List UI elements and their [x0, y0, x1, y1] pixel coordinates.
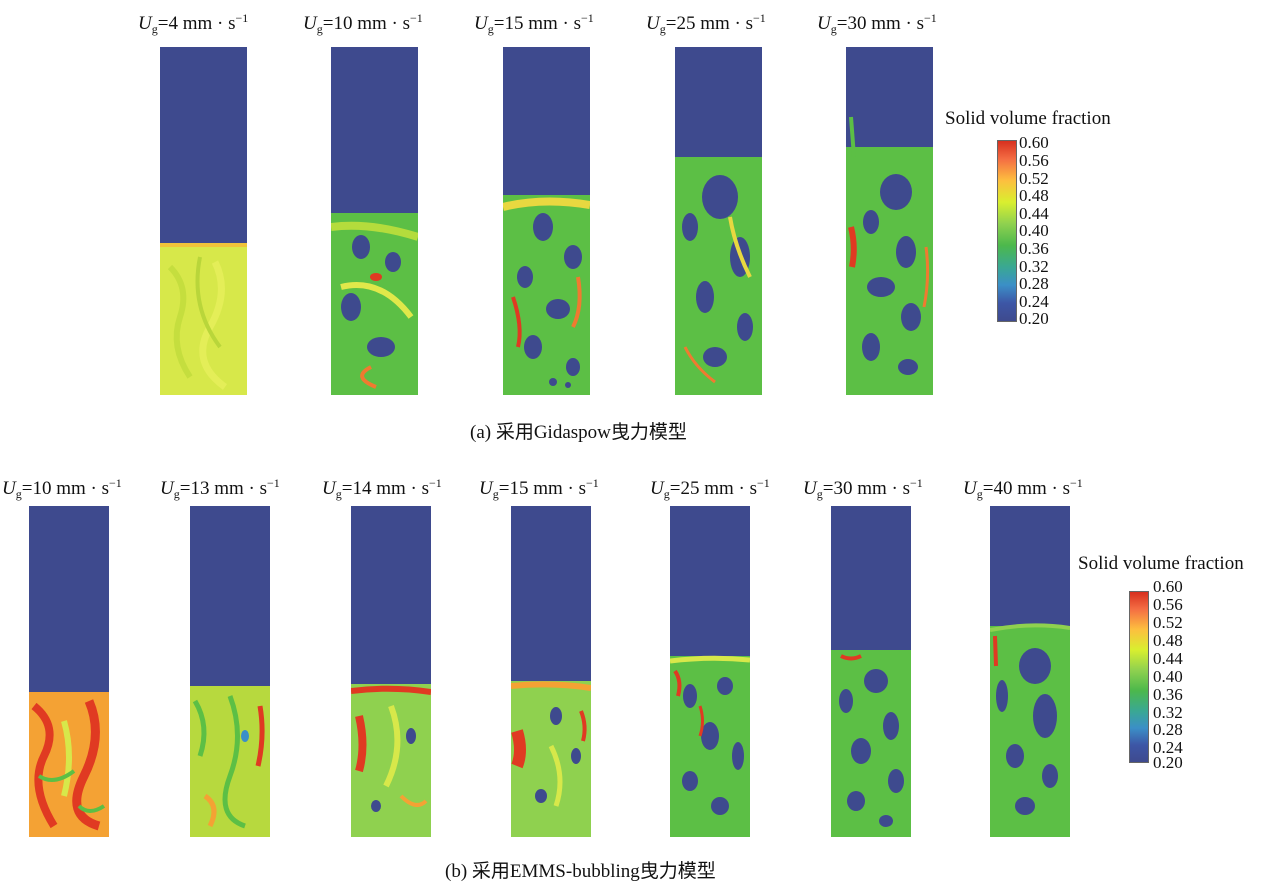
- colorbar-tick: 0.24: [1153, 738, 1183, 757]
- colorbar-tick: 0.60: [1019, 133, 1049, 152]
- colorbar-tick: 0.28: [1019, 274, 1049, 293]
- contour-column-b-5: [670, 506, 750, 837]
- colorbar-tick: 0.44: [1153, 649, 1183, 668]
- colorbar-tick: 0.36: [1019, 239, 1049, 258]
- ug-label-b-2: Ug=13 mm · s−1: [160, 476, 280, 501]
- ug-label-b-4: Ug=15 mm · s−1: [479, 476, 599, 501]
- colorbar-tick: 0.60: [1153, 577, 1183, 596]
- ug-label-a-5: Ug=30 mm · s−1: [817, 11, 937, 36]
- colorbar-b: [1129, 591, 1149, 763]
- contour-column-a-3: [503, 47, 590, 395]
- contour-column-b-6: [831, 506, 911, 837]
- ug-label-b-7: Ug=40 mm · s−1: [963, 476, 1083, 501]
- ug-label-a-1: Ug=4 mm · s−1: [138, 11, 249, 36]
- contour-column-b-1: [29, 506, 109, 837]
- contour-column-a-2: [331, 47, 418, 395]
- colorbar-tick: 0.48: [1019, 186, 1049, 205]
- colorbar-tick: 0.56: [1153, 595, 1183, 614]
- colorbar-tick: 0.44: [1019, 204, 1049, 223]
- contour-column-b-7: [990, 506, 1070, 837]
- colorbar-title-a: Solid volume fraction: [945, 108, 1111, 129]
- contour-column-b-3: [351, 506, 431, 837]
- colorbar-tick: 0.52: [1153, 613, 1183, 632]
- colorbar-tick: 0.28: [1153, 720, 1183, 739]
- colorbar-tick: 0.32: [1019, 257, 1049, 276]
- contour-column-b-4: [511, 506, 591, 837]
- colorbar-tick: 0.52: [1019, 169, 1049, 188]
- colorbar-tick: 0.32: [1153, 703, 1183, 722]
- contour-column-a-4: [675, 47, 762, 395]
- colorbar-tick: 0.56: [1019, 151, 1049, 170]
- ug-label-a-2: Ug=10 mm · s−1: [303, 11, 423, 36]
- contour-column-a-5: [846, 47, 933, 395]
- colorbar-title-b: Solid volume fraction: [1078, 553, 1244, 574]
- colorbar-tick: 0.20: [1019, 309, 1049, 328]
- caption-b: (b) 采用EMMS-bubbling曳力模型: [445, 861, 716, 882]
- ug-label-a-3: Ug=15 mm · s−1: [474, 11, 594, 36]
- contour-column-b-2: [190, 506, 270, 837]
- colorbar-tick: 0.20: [1153, 753, 1183, 772]
- colorbar-tick: 0.48: [1153, 631, 1183, 650]
- colorbar-tick: 0.40: [1153, 667, 1183, 686]
- colorbar-tick: 0.24: [1019, 292, 1049, 311]
- ug-label-b-1: Ug=10 mm · s−1: [2, 476, 122, 501]
- ug-label-b-6: Ug=30 mm · s−1: [803, 476, 923, 501]
- caption-a: (a) 采用Gidaspow曳力模型: [470, 422, 687, 443]
- ug-label-b-5: Ug=25 mm · s−1: [650, 476, 770, 501]
- ug-label-a-4: Ug=25 mm · s−1: [646, 11, 766, 36]
- colorbar-a: [997, 140, 1017, 322]
- contour-column-a-1: [160, 47, 247, 395]
- colorbar-tick: 0.40: [1019, 221, 1049, 240]
- colorbar-tick: 0.36: [1153, 685, 1183, 704]
- ug-label-b-3: Ug=14 mm · s−1: [322, 476, 442, 501]
